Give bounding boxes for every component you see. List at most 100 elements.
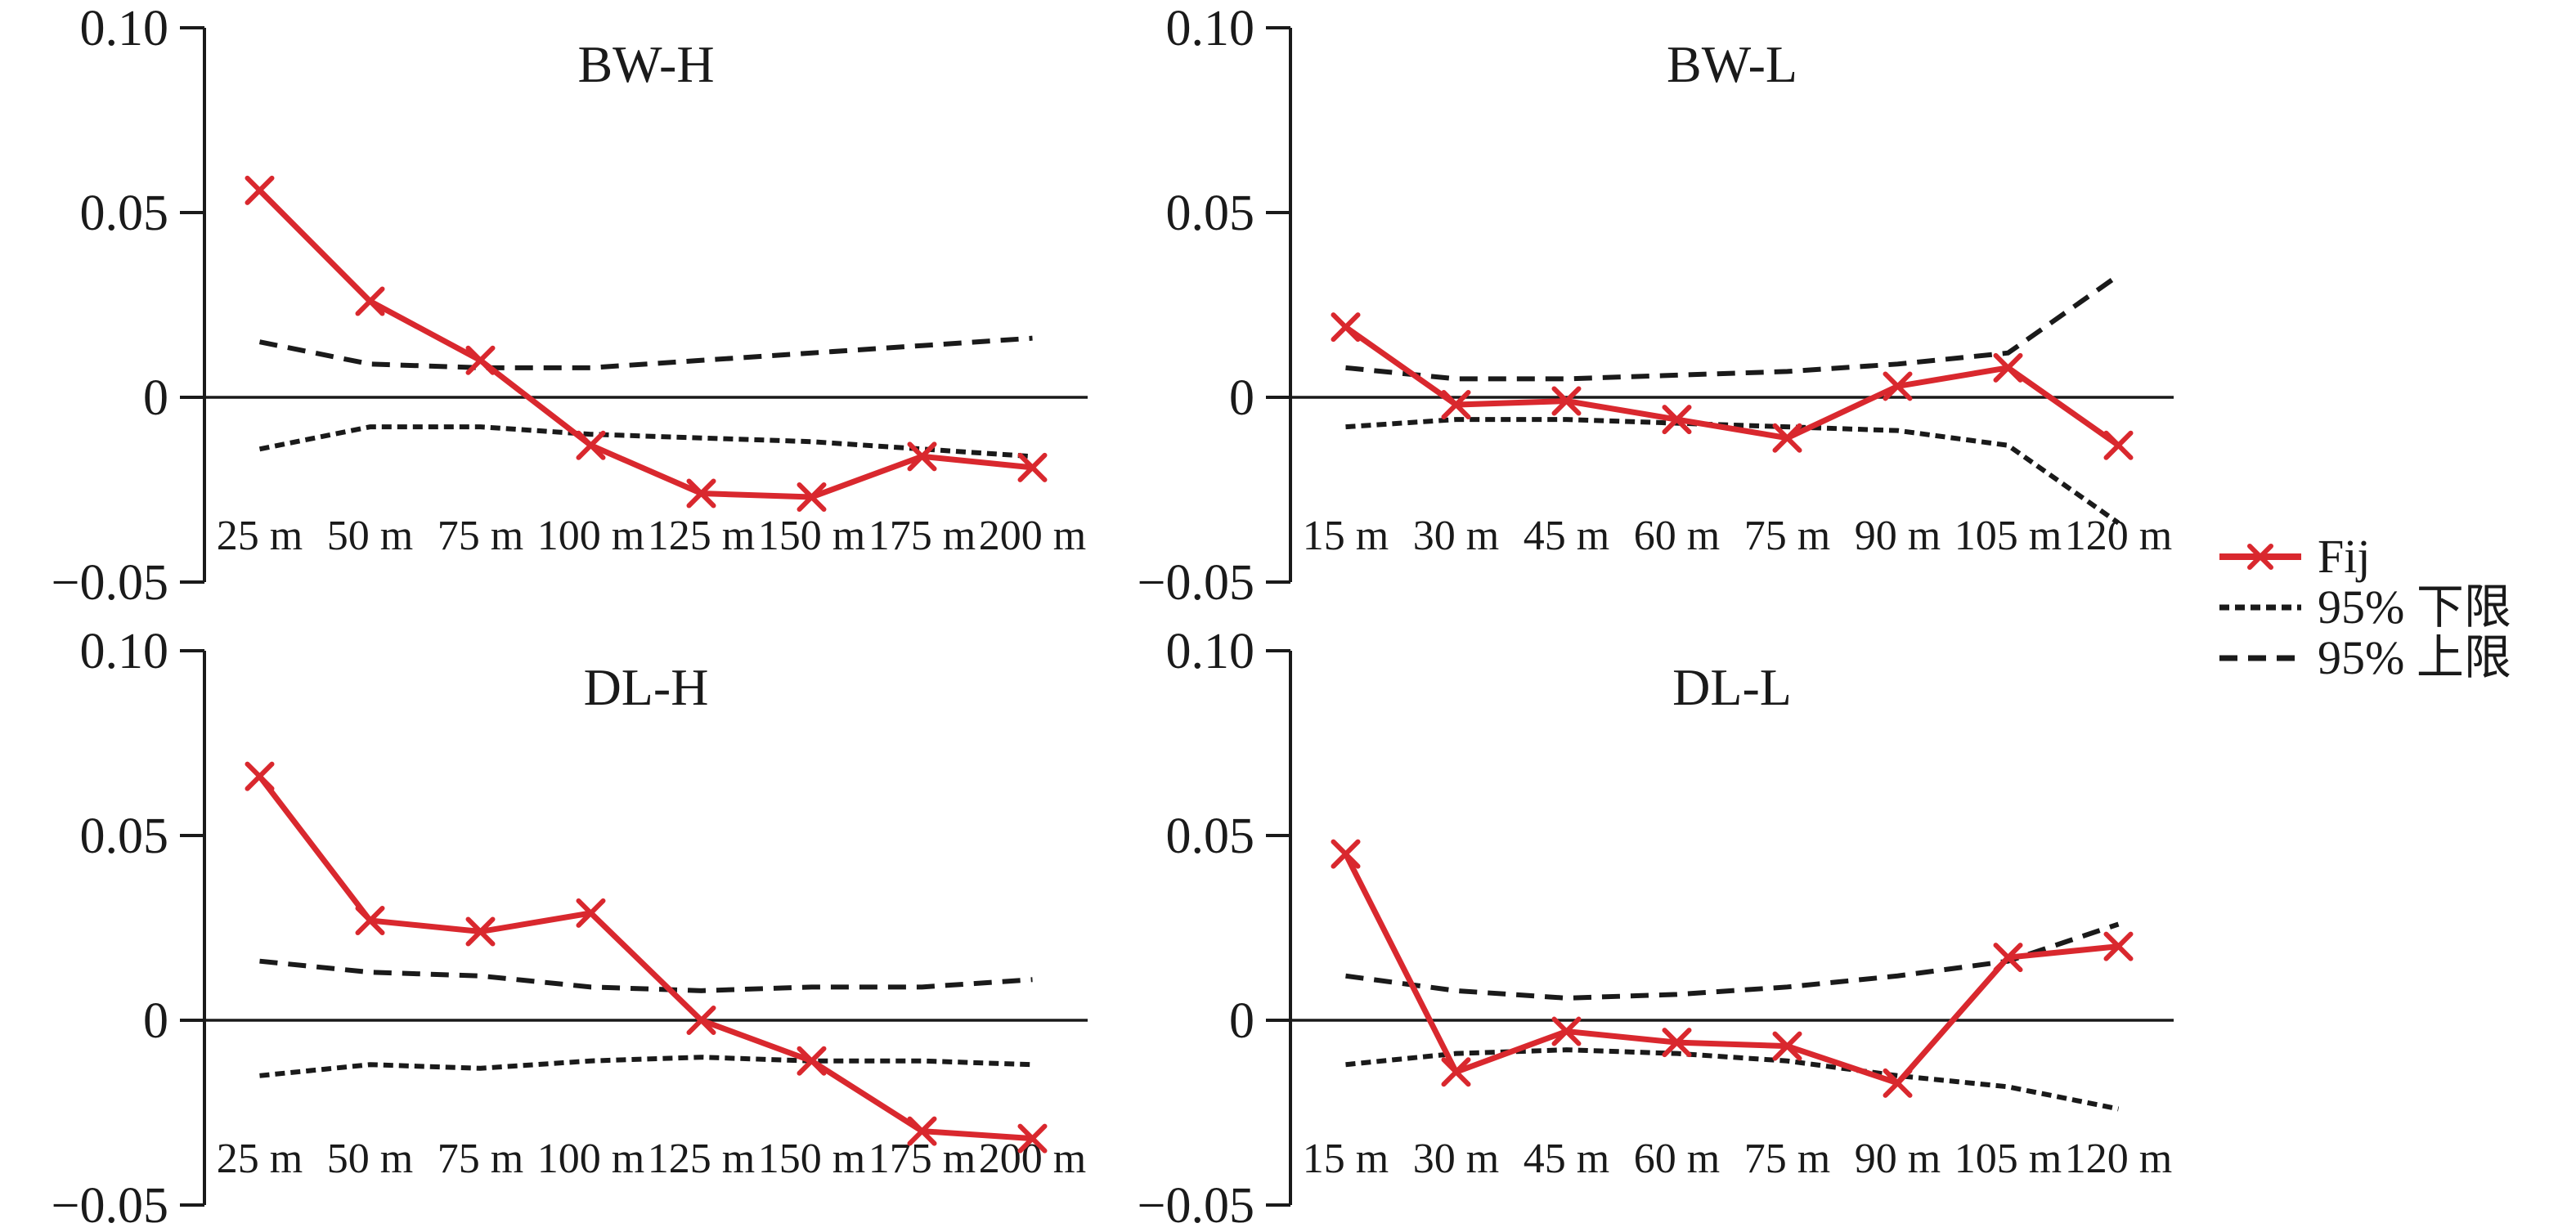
x-tick-label: 45 m — [1524, 513, 1609, 559]
y-tick-label: 0.05 — [80, 809, 169, 864]
x-tick-label: 60 m — [1634, 513, 1720, 559]
x-tick-label: 175 m — [868, 1136, 976, 1182]
upper-series-line — [258, 335, 1033, 370]
y-tick-label: 0 — [143, 993, 168, 1049]
x-tick-label: 150 m — [758, 513, 865, 559]
lower-series-line — [1345, 417, 2120, 526]
x-tick-label: 45 m — [1524, 1136, 1609, 1182]
x-tick-label: 105 m — [1954, 1136, 2062, 1182]
x-marker-icon — [1662, 1028, 1692, 1058]
x-tick-label: 200 m — [979, 513, 1086, 559]
x-marker-icon — [1772, 1031, 1802, 1061]
x-tick-label: 75 m — [1744, 513, 1830, 559]
x-tick-label: 120 m — [2065, 513, 2172, 559]
x-tick-label: 50 m — [327, 1136, 413, 1182]
x-marker-icon — [907, 441, 937, 472]
x-marker-icon — [576, 430, 606, 460]
x-marker-icon — [1331, 312, 1361, 343]
x-marker-icon — [797, 482, 827, 513]
x-marker-icon — [1441, 390, 1471, 420]
x-tick-label: 75 m — [1744, 1136, 1830, 1182]
x-tick-label: 50 m — [327, 513, 413, 559]
x-tick-label: 100 m — [537, 1136, 644, 1182]
x-marker-icon — [355, 905, 385, 935]
x-marker-icon — [465, 916, 496, 947]
x-tick-label: 90 m — [1855, 1136, 1941, 1182]
x-marker-icon — [1551, 1016, 1582, 1046]
y-tick-label: 0 — [143, 370, 168, 426]
x-marker-icon — [465, 345, 496, 375]
x-marker-icon — [1551, 386, 1582, 416]
chart-dl-l: 0.10 0.05 0 −0.05 DL-L 15 m 30 m 45 m 60 m 75 m 90… — [1138, 624, 2174, 1232]
chart-title: DL-L — [1672, 658, 1792, 716]
x-marker-icon — [1772, 423, 1802, 453]
y-tick-label: −0.05 — [52, 1178, 168, 1232]
fij-series-line — [257, 774, 1033, 1142]
y-tick-label: 0.10 — [80, 1, 169, 56]
x-marker-icon — [797, 1046, 827, 1076]
legend-label-lower-bound: 95% 下限 — [2318, 580, 2511, 634]
y-tick-label: 0.05 — [80, 186, 169, 241]
x-marker-icon — [1883, 1068, 1913, 1098]
upper-series-line — [1345, 921, 2120, 1001]
upper-series-line — [1345, 273, 2120, 382]
x-marker-icon — [1017, 452, 1048, 482]
x-marker-icon — [2103, 931, 2134, 961]
x-marker-icon — [1441, 1057, 1471, 1087]
fij-series-line — [1344, 325, 2120, 448]
lower-series-line — [258, 424, 1033, 459]
x-tick-label: 125 m — [648, 513, 755, 559]
lower-series-line — [259, 1055, 1033, 1078]
x-tick-label: 25 m — [217, 1136, 303, 1182]
y-tick-label: −0.05 — [1138, 555, 1254, 611]
x-tick-label: 100 m — [537, 513, 644, 559]
fij-line-sample-icon — [2219, 544, 2301, 570]
legend-label-fij: Fij — [2318, 530, 2371, 583]
x-tick-label: 15 m — [1303, 1136, 1389, 1182]
chart-title: BW-H — [577, 35, 714, 93]
x-tick-label: 75 m — [438, 1136, 523, 1182]
x-marker-icon — [1017, 1123, 1048, 1154]
x-marker-icon — [245, 761, 275, 791]
x-tick-label: 125 m — [648, 1136, 755, 1182]
legend-item-lower-bound: 95% 下限 — [2218, 582, 2511, 633]
x-tick-label: 60 m — [1634, 1136, 1720, 1182]
legend-item-fij: Fij — [2218, 531, 2511, 582]
x-marker-icon — [576, 898, 606, 928]
y-tick-label: 0.10 — [1166, 1, 1255, 56]
x-marker-icon — [1331, 839, 1361, 869]
fij-series-line — [258, 188, 1033, 500]
x-marker-icon — [907, 1116, 937, 1146]
upper-series-line — [259, 958, 1033, 993]
x-tick-label: 30 m — [1413, 1136, 1499, 1182]
chart-title: BW-L — [1667, 35, 1797, 93]
dashed-line-long-sample-icon — [2219, 655, 2301, 661]
x-marker-icon — [686, 1006, 716, 1035]
y-tick-label: 0.05 — [1166, 186, 1255, 241]
y-tick-label: −0.05 — [1138, 1178, 1254, 1232]
chart-dl-h: 0.10 0.05 0 −0.05 DL-H 25 m 50 m 75 m 100 m 125 m… — [52, 624, 1088, 1232]
x-marker-icon — [686, 478, 716, 508]
dashed-line-short-sample-icon — [2219, 604, 2301, 611]
x-marker-icon — [245, 175, 275, 205]
fij-series-line — [1343, 853, 2119, 1086]
x-marker-icon — [355, 286, 385, 316]
x-marker-icon — [1993, 943, 2023, 973]
y-tick-label: 0.10 — [1166, 624, 1255, 679]
x-tick-label: 15 m — [1303, 513, 1389, 559]
x-tick-label: 105 m — [1954, 513, 2062, 559]
y-tick-label: 0 — [1229, 370, 1254, 426]
x-tick-label: 200 m — [979, 1136, 1086, 1182]
x-marker-icon — [2103, 430, 2134, 460]
lower-series-line — [1345, 1047, 2120, 1112]
y-tick-label: −0.05 — [52, 555, 168, 611]
chart-bw-l: 0.10 0.05 0 −0.05 BW-L 15 m 30 m 45 m 60 m 75 m 90… — [1138, 1, 2174, 611]
legend-item-upper-bound: 95% 上限 — [2218, 633, 2511, 683]
x-tick-label: 150 m — [758, 1136, 865, 1182]
x-tick-label: 25 m — [217, 513, 303, 559]
y-tick-label: 0.10 — [80, 624, 169, 679]
x-tick-label: 175 m — [868, 513, 976, 559]
x-marker-icon — [2247, 544, 2273, 570]
x-tick-label: 120 m — [2065, 1136, 2172, 1182]
